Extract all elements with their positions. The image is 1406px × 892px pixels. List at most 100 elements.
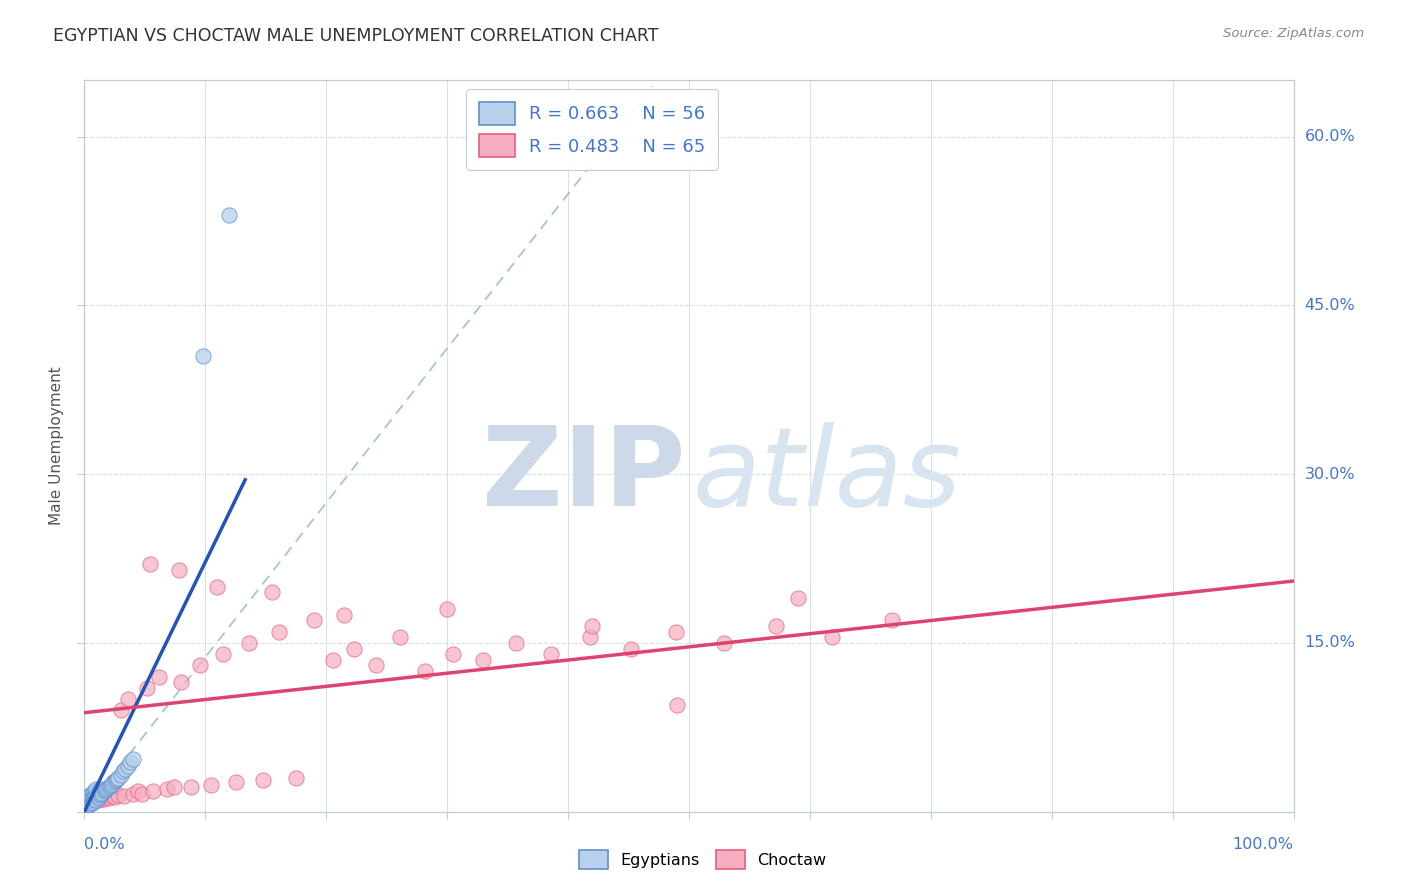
Point (87, 784, 110, 798)
Point (100, 778, 122, 792)
Text: 100.0%: 100.0% (1233, 837, 1294, 852)
Point (77, 792, 100, 806)
Point (170, 675, 193, 690)
Point (200, 778, 222, 792)
Point (107, 771, 129, 785)
Point (665, 698, 688, 712)
Point (98, 779, 121, 793)
Point (786, 591, 808, 605)
Point (86, 787, 108, 801)
Point (94, 783, 117, 797)
Point (77, 793, 100, 807)
Point (80, 796, 103, 810)
Point (104, 790, 127, 805)
Point (84, 792, 107, 806)
Point (84, 790, 107, 805)
Point (89, 782, 111, 797)
Point (121, 752, 143, 766)
Point (302, 614, 325, 628)
Point (578, 630, 600, 644)
Point (665, 624, 688, 639)
Point (87, 793, 110, 807)
Point (77, 797, 100, 812)
Point (343, 641, 366, 656)
Point (105, 772, 128, 786)
Point (190, 658, 212, 673)
Point (76, 799, 98, 814)
Point (77, 795, 100, 809)
Point (880, 614, 903, 628)
Point (436, 602, 458, 616)
Point (180, 780, 202, 794)
Point (207, 580, 229, 594)
Point (84, 788, 107, 802)
Point (86, 791, 108, 805)
Point (80, 791, 103, 805)
Legend: Egyptians, Choctaw: Egyptians, Choctaw (572, 844, 834, 875)
Point (75, 799, 97, 814)
Point (114, 762, 136, 776)
Point (163, 780, 186, 794)
Point (441, 647, 464, 661)
Point (83, 789, 105, 803)
Text: ZIP: ZIP (482, 422, 685, 529)
Point (83, 791, 105, 805)
Point (104, 774, 127, 789)
Point (89, 788, 111, 802)
Point (765, 619, 787, 633)
Point (75, 797, 97, 812)
Text: 0.0%: 0.0% (84, 837, 125, 852)
Point (388, 630, 411, 644)
Point (127, 784, 149, 798)
Point (148, 670, 170, 684)
Point (120, 755, 142, 769)
Point (100, 789, 122, 803)
Point (415, 664, 437, 678)
Point (97, 780, 120, 794)
Point (121, 787, 143, 801)
Point (131, 787, 153, 801)
Point (79, 796, 101, 810)
Point (472, 653, 495, 667)
Point (82, 795, 104, 809)
Y-axis label: Male Unemployment: Male Unemployment (49, 367, 65, 525)
Point (238, 636, 260, 650)
Point (620, 641, 643, 656)
Point (284, 771, 308, 785)
Point (75, 796, 97, 810)
Point (117, 758, 139, 772)
Point (82, 795, 104, 809)
Point (322, 653, 344, 667)
Point (79, 788, 101, 802)
Point (110, 703, 132, 717)
Point (107, 788, 129, 802)
Point (104, 773, 127, 788)
Point (82, 790, 104, 805)
Point (260, 585, 283, 599)
Point (333, 607, 356, 622)
Point (138, 557, 160, 571)
Point (820, 630, 842, 644)
Point (76, 793, 98, 807)
Point (86, 789, 108, 803)
Point (76, 796, 98, 810)
Point (364, 658, 387, 673)
Point (225, 775, 247, 789)
Point (581, 619, 603, 633)
Point (267, 624, 290, 639)
Point (97, 791, 120, 805)
Point (103, 775, 125, 789)
Point (80, 790, 103, 805)
Point (713, 636, 735, 650)
Point (77, 790, 100, 805)
Point (90, 791, 112, 805)
Point (117, 692, 139, 706)
Legend: R = 0.663    N = 56, R = 0.483    N = 65: R = 0.663 N = 56, R = 0.483 N = 65 (467, 89, 718, 170)
Text: EGYPTIAN VS CHOCTAW MALE UNEMPLOYMENT CORRELATION CHART: EGYPTIAN VS CHOCTAW MALE UNEMPLOYMENT CO… (53, 27, 659, 45)
Point (101, 776, 124, 790)
Point (86, 782, 108, 797)
Point (76, 791, 98, 805)
Point (218, 208, 240, 222)
Text: 30.0%: 30.0% (1305, 467, 1355, 482)
Point (136, 681, 159, 695)
